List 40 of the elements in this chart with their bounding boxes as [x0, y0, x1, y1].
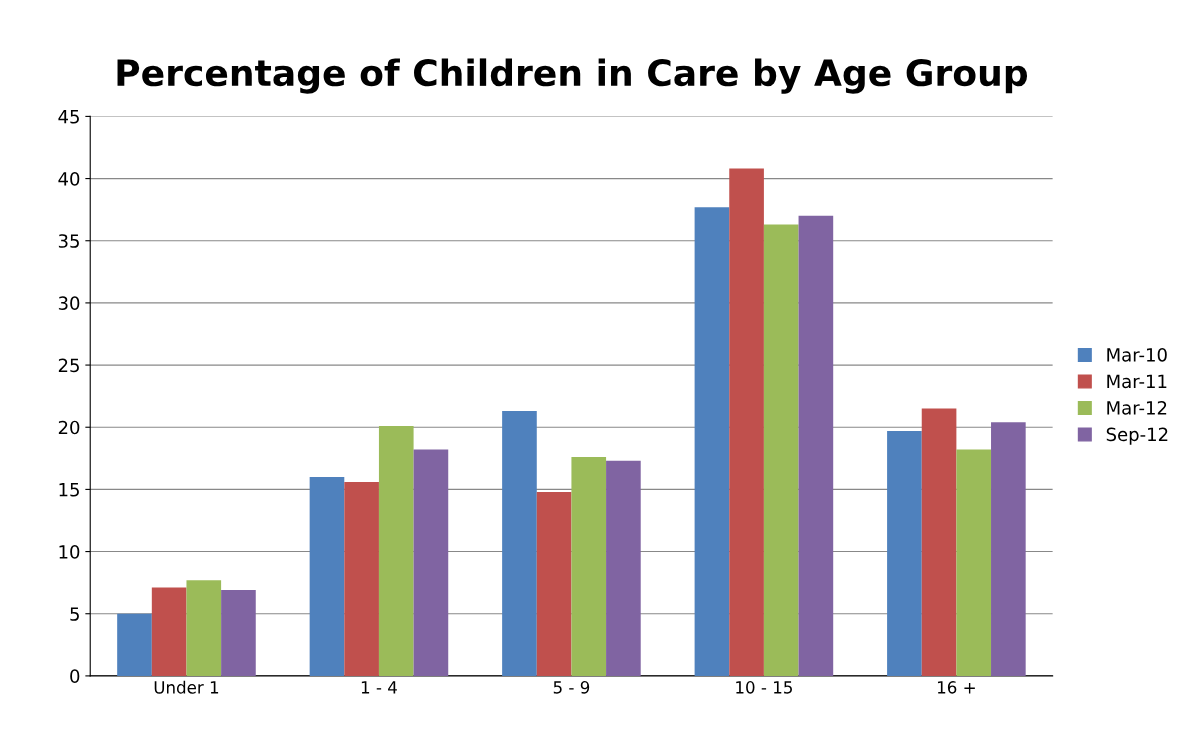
- bar: [221, 590, 256, 676]
- bar: [309, 476, 345, 676]
- legend-label: Mar-10: [1107, 347, 1167, 362]
- y-tick-label: 20: [58, 420, 80, 435]
- y-tick-label: 30: [58, 296, 80, 311]
- y-tick-label: 35: [58, 234, 79, 248]
- legend-label: Mar-11: [1107, 374, 1167, 389]
- y-tick-label: 0: [70, 669, 80, 684]
- y-tick-label: 40: [58, 172, 80, 186]
- bar: [956, 449, 992, 676]
- y-tick-label: 10: [59, 545, 80, 559]
- y-tick-label: 25: [58, 358, 79, 373]
- x-tick-label: 1 - 4: [361, 681, 397, 694]
- bar: [344, 481, 379, 676]
- bar: [117, 613, 152, 676]
- x-tick-label: Under 1: [154, 680, 219, 694]
- x-tick-label: 16 +: [937, 681, 975, 694]
- bar: [921, 408, 957, 676]
- bar: [606, 460, 641, 676]
- y-tick-label: 45: [58, 110, 79, 124]
- y-tick-label: 5: [70, 607, 79, 621]
- bar: [502, 411, 537, 676]
- bar: [991, 422, 1026, 676]
- legend-label: Sep-12: [1106, 427, 1168, 445]
- bar: [571, 457, 607, 676]
- x-tick-label: 10 - 15: [736, 681, 792, 694]
- bar: [151, 587, 187, 676]
- bar: [694, 207, 730, 676]
- legend-label: Mar-12: [1107, 400, 1167, 415]
- chart-title: Percentage of Children in Care by Age Group: [117, 58, 1028, 94]
- x-tick-label: 5 - 9: [553, 681, 590, 694]
- bar: [887, 430, 922, 676]
- bar: [798, 215, 834, 676]
- y-tick-label: 15: [59, 483, 79, 497]
- bar: [729, 168, 764, 676]
- bar: [413, 449, 449, 676]
- bar: [536, 491, 572, 676]
- bar: [378, 425, 414, 676]
- bar: [186, 580, 222, 676]
- bar: [763, 224, 799, 676]
